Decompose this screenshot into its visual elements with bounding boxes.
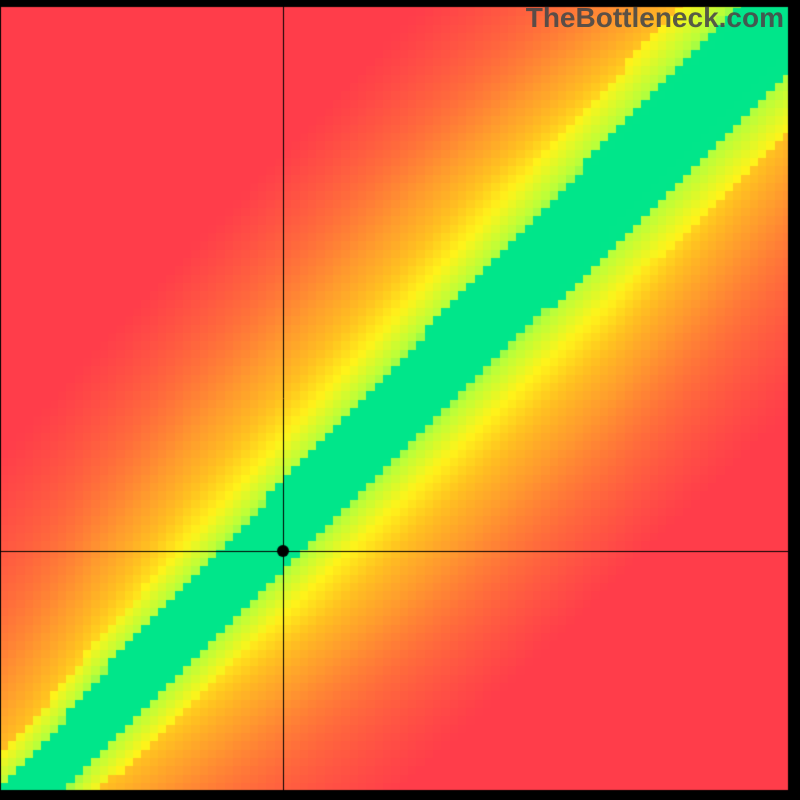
chart-container: TheBottleneck.com [0, 0, 800, 800]
bottleneck-heatmap [0, 0, 800, 800]
